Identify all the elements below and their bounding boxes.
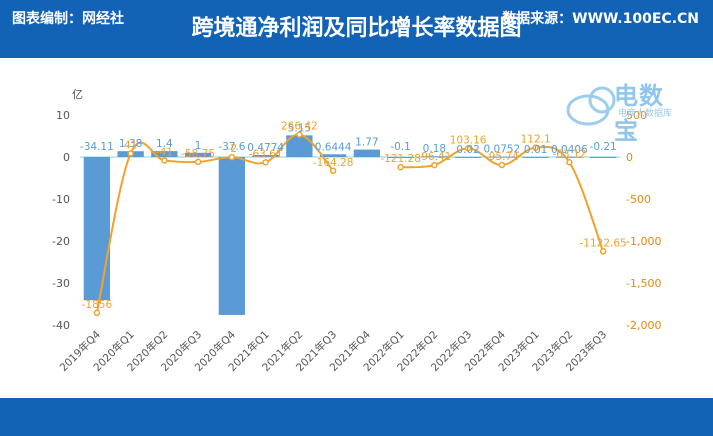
bar (488, 156, 516, 158)
bar (184, 152, 212, 157)
left-axis-unit: 亿 (72, 88, 83, 101)
footer-bar (0, 398, 713, 436)
line-point (498, 161, 506, 169)
footer-source: 数据来源：WWW.100EC.CN (502, 11, 699, 27)
left-tick-label: 0 (63, 151, 70, 164)
bar (556, 156, 583, 158)
line-value-label: 266.42 (281, 121, 318, 133)
right-tick-label: 0 (626, 151, 633, 164)
right-tick-label: -1,000 (626, 235, 661, 248)
line-point (194, 158, 202, 166)
line-point (566, 159, 573, 166)
bar (387, 157, 414, 158)
watermark-title: 电数宝 (614, 82, 664, 145)
line-point (296, 131, 303, 138)
bar-value-label: 0.6444 (315, 141, 352, 153)
line-value-label: 112.1 (521, 134, 551, 146)
bar (319, 154, 347, 157)
line-value-label: -41 (156, 146, 173, 158)
line-value-label: -1122.65 (580, 237, 627, 249)
line-value-label: -164.28 (313, 157, 354, 169)
line-point (93, 309, 101, 317)
right-tick-label: -1,500 (626, 277, 661, 290)
bar-value-label: 1.77 (355, 137, 378, 149)
bar-value-label: 0.4774 (247, 142, 284, 154)
line-value-label: -121.28 (380, 153, 421, 165)
bar-value-label: 1 (195, 140, 202, 152)
bar-value-label: 1.38 (119, 138, 142, 150)
growth-line (95, 133, 334, 314)
line-point (161, 157, 168, 164)
watermark-logo: 电数宝 电商大数据库 (566, 76, 686, 145)
bar (421, 156, 448, 158)
bar (454, 156, 482, 158)
line-point (431, 161, 438, 169)
bar-value-label: -0.1 (390, 141, 411, 153)
bar (522, 156, 549, 158)
line-value-label: -58.75 (181, 148, 215, 160)
left-tick-label: -40 (52, 319, 70, 332)
line-layer (93, 131, 607, 317)
bar-value-label: 1.4 (156, 138, 173, 150)
bar (252, 154, 279, 157)
line-point (464, 145, 472, 152)
left-tick-label: -20 (52, 235, 70, 248)
bar (286, 135, 313, 157)
left-tick-label: -30 (52, 277, 70, 290)
bar-value-label: 0.01 (524, 144, 547, 156)
line-point (599, 248, 607, 255)
bar (83, 157, 111, 301)
bar-value-label: -34.11 (80, 141, 114, 153)
bar (589, 157, 617, 158)
left-tick-label: -10 (52, 193, 70, 206)
bar-value-label: 0.18 (423, 143, 446, 155)
line-value-label: -96.41 (417, 151, 451, 163)
line-point (228, 153, 236, 161)
line-value-label: -63.12 (552, 148, 586, 160)
line-point (262, 159, 269, 166)
line-value-label: -2 (227, 143, 237, 155)
right-tick-label: -500 (626, 193, 651, 206)
page-title: 跨境通净利润及同比增长率数据图 (191, 16, 522, 41)
line-value-label: -95.74 (485, 151, 519, 163)
bar-value-label: -37.6 (218, 141, 245, 153)
bar-value-label: 0.0406 (551, 144, 588, 156)
line-point (532, 144, 539, 151)
bar (353, 149, 381, 157)
left-tick-label: 10 (56, 109, 70, 122)
right-tick-label: -2,000 (626, 319, 661, 332)
header-bar (0, 0, 713, 58)
bar-value-label: 0.02 (456, 144, 479, 156)
bar (151, 151, 178, 157)
bar-value-label: 5.15 (288, 122, 311, 134)
bar-value-label: 0.0752 (484, 144, 521, 156)
line-point (397, 163, 404, 171)
line-point (127, 150, 134, 157)
bars-layer (83, 135, 617, 315)
line-value-label: -1856 (82, 299, 113, 311)
bar-value-label: -0.21 (590, 141, 617, 153)
cloud-logo-icon (566, 86, 616, 126)
watermark-subtitle: 电商大数据库 (618, 109, 673, 119)
line-value-label: -63.61 (249, 148, 283, 160)
bar (218, 157, 246, 315)
footer-credit: 图表编制：网经社 (12, 11, 124, 27)
line-value-label: 103.16 (450, 134, 487, 146)
line-value-label: 41 (124, 140, 137, 152)
right-tick-label: 500 (626, 109, 647, 122)
line-point (329, 167, 337, 175)
